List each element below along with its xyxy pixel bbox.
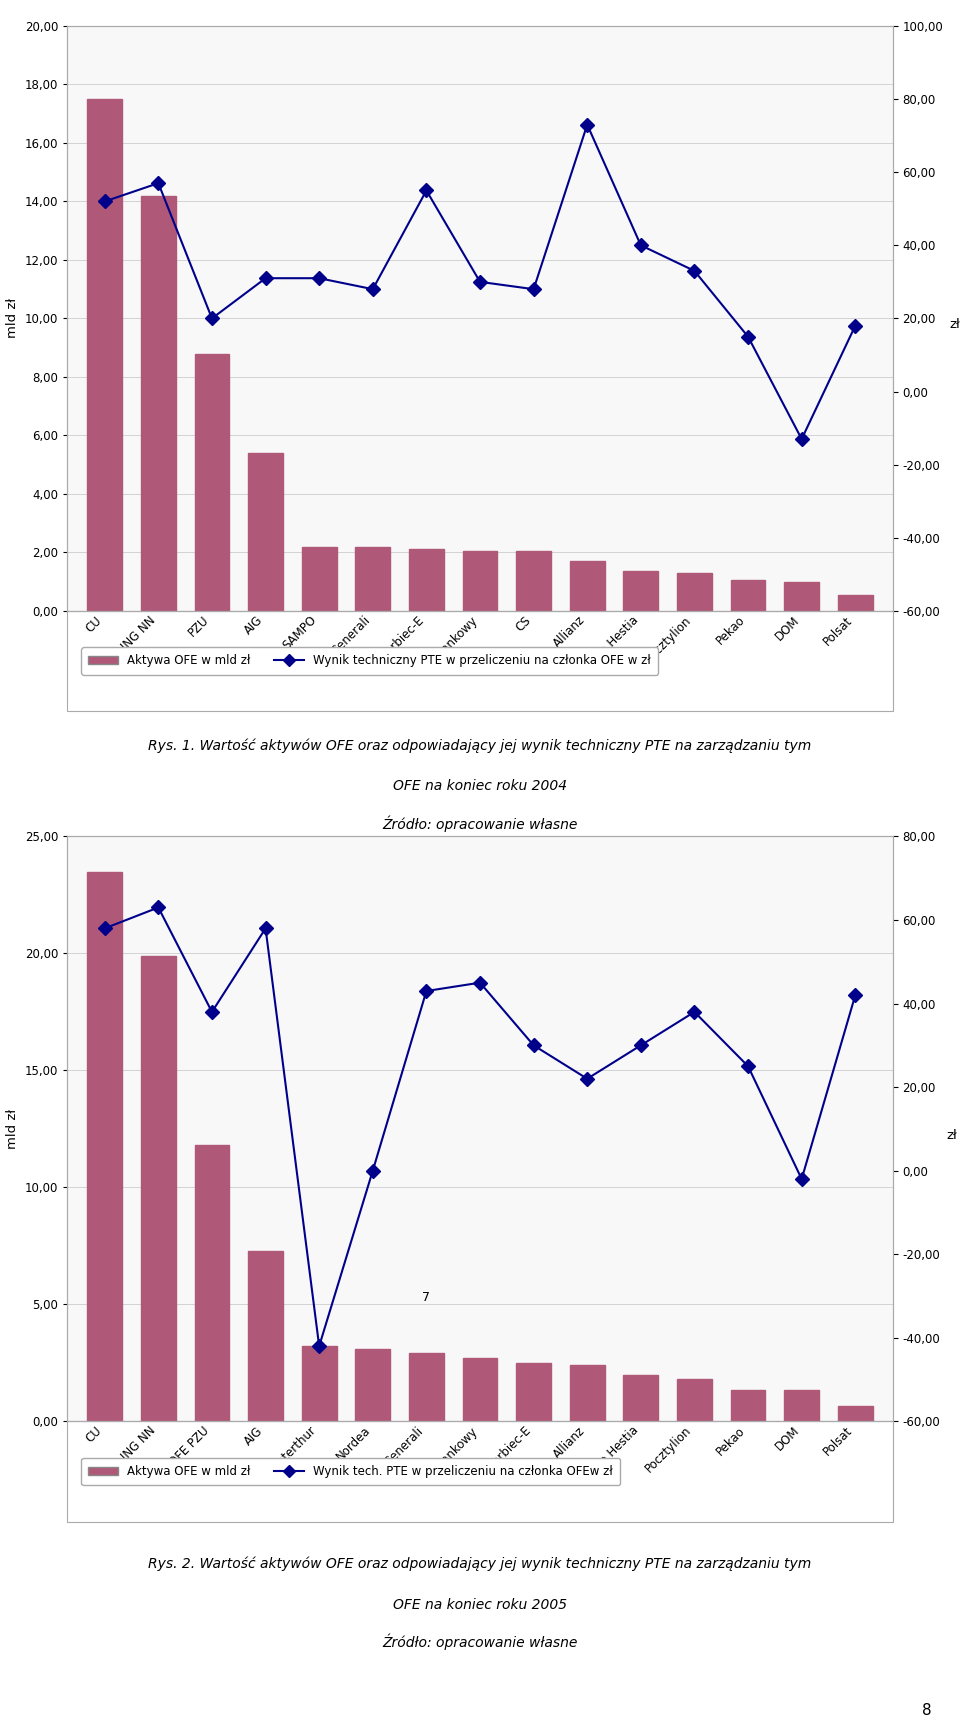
Y-axis label: zł: zł — [949, 319, 960, 331]
Bar — [409, 549, 444, 611]
Bar — [195, 1145, 229, 1422]
Text: Rys. 2. Wartość aktywów OFE oraz odpowiadający jej wynik techniczny PTE na zarzą: Rys. 2. Wartość aktywów OFE oraz odpowia… — [149, 1555, 811, 1571]
Text: OFE na koniec roku 2005: OFE na koniec roku 2005 — [393, 1599, 567, 1612]
Text: Rys. 1. Wartość aktywów OFE oraz odpowiadający jej wynik techniczny PTE na zarzą: Rys. 1. Wartość aktywów OFE oraz odpowia… — [149, 740, 811, 753]
Text: 7: 7 — [422, 1292, 430, 1304]
Bar — [516, 1363, 551, 1422]
Bar — [355, 1349, 390, 1422]
Bar — [248, 454, 283, 611]
Text: OFE na koniec roku 2004: OFE na koniec roku 2004 — [393, 779, 567, 793]
Text: Źródło: opracowanie własne: Źródło: opracowanie własne — [382, 1633, 578, 1651]
Y-axis label: zł: zł — [946, 1129, 957, 1141]
Bar — [248, 1251, 283, 1422]
Bar — [570, 561, 605, 611]
Bar — [409, 1353, 444, 1422]
Bar — [463, 1358, 497, 1422]
Bar — [87, 871, 122, 1422]
Bar — [141, 196, 176, 611]
Bar — [87, 99, 122, 611]
Text: Źródło: opracowanie własne: Źródło: opracowanie własne — [382, 816, 578, 831]
Bar — [784, 1389, 819, 1422]
Bar — [463, 551, 497, 611]
Y-axis label: mld zł: mld zł — [6, 298, 19, 338]
Legend: Aktywa OFE w mld zł, Wynik tech. PTE w przeliczeniu na członka OFEw zł: Aktywa OFE w mld zł, Wynik tech. PTE w p… — [82, 1458, 620, 1484]
Bar — [731, 1389, 765, 1422]
Y-axis label: mld zł: mld zł — [7, 1108, 19, 1148]
Bar — [623, 1375, 659, 1422]
Bar — [784, 582, 819, 611]
Bar — [838, 594, 873, 611]
Bar — [141, 956, 176, 1422]
Bar — [355, 547, 390, 611]
Bar — [301, 547, 337, 611]
Legend: Aktywa OFE w mld zł, Wynik techniczny PTE w przeliczeniu na członka OFE w zł: Aktywa OFE w mld zł, Wynik techniczny PT… — [82, 648, 659, 674]
Bar — [570, 1365, 605, 1422]
Bar — [301, 1346, 337, 1422]
Bar — [677, 1379, 712, 1422]
Bar — [516, 551, 551, 611]
Bar — [838, 1406, 873, 1422]
Bar — [731, 580, 765, 611]
Text: 8: 8 — [922, 1703, 931, 1718]
Bar — [195, 353, 229, 611]
Bar — [623, 572, 659, 611]
Bar — [677, 573, 712, 611]
